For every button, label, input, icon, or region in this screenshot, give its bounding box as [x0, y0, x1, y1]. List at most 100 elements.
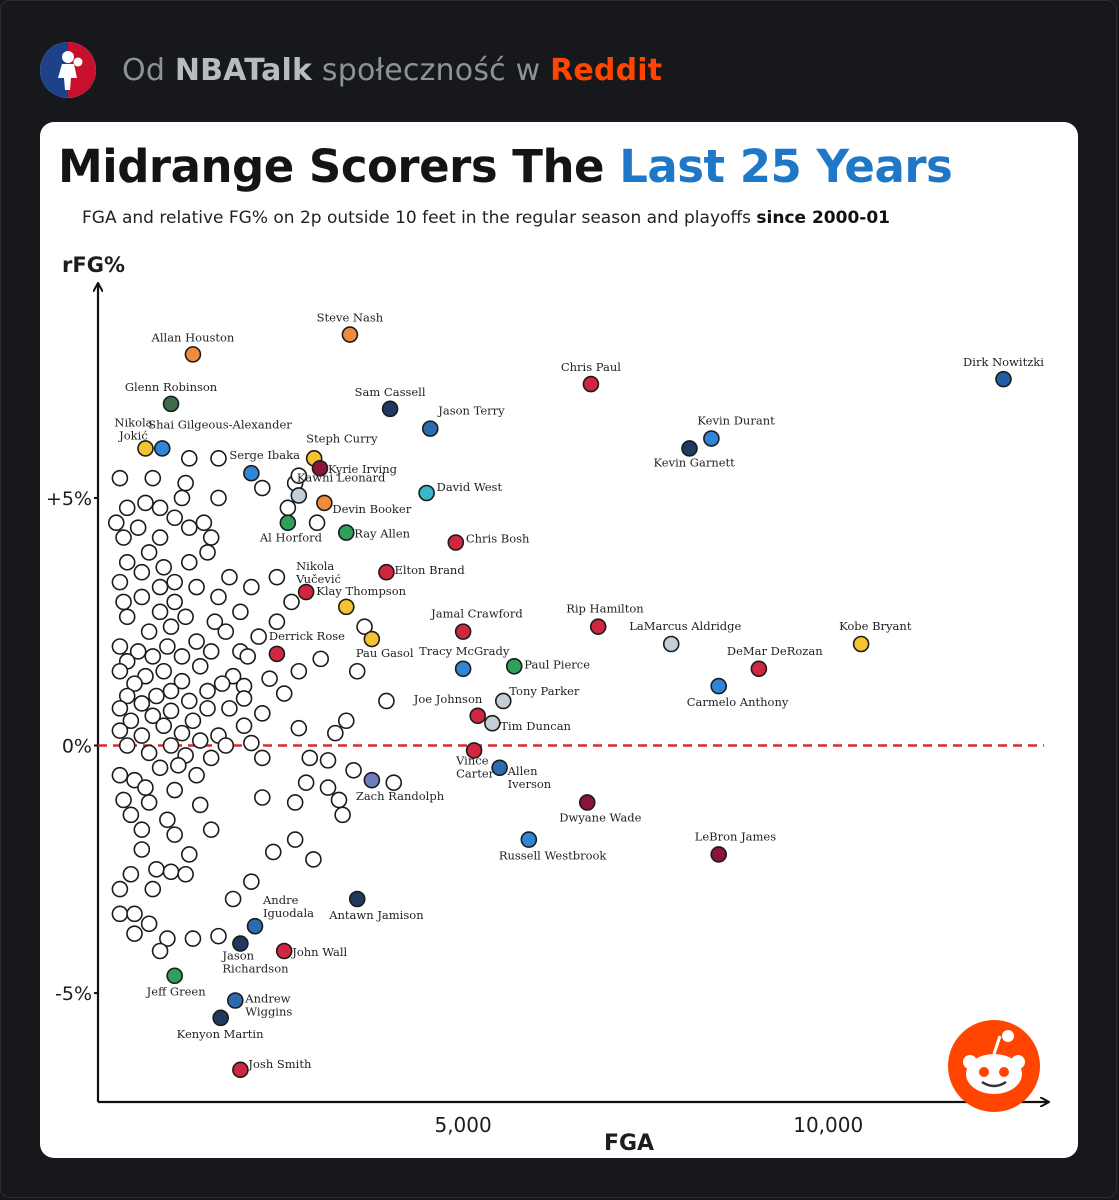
player-point: [484, 714, 501, 732]
player-label: Devin Booker: [332, 502, 411, 516]
data-point: [129, 519, 147, 536]
player-label: LaMarcus Aldridge: [629, 619, 741, 633]
data-point: [275, 685, 293, 702]
player-label: Tim Duncan: [500, 719, 571, 733]
player-label: Sam Cassell: [355, 385, 426, 399]
data-point: [151, 499, 169, 517]
data-point: [217, 737, 235, 754]
data-point: [191, 796, 209, 814]
data-point: [126, 675, 143, 692]
data-point: [133, 588, 151, 606]
community-link[interactable]: NBATalk: [174, 52, 313, 88]
data-point: [184, 712, 202, 730]
data-point: [122, 865, 140, 883]
data-point: [126, 905, 143, 923]
data-point: [133, 727, 151, 744]
data-point: [337, 712, 355, 730]
data-point: [126, 925, 143, 942]
data-point: [133, 695, 151, 712]
player-label: Kyrie Irving: [328, 462, 398, 476]
data-point: [133, 821, 151, 838]
data-point: [191, 732, 209, 749]
data-point: [151, 942, 169, 960]
player-point: [710, 846, 727, 863]
data-point: [348, 662, 366, 680]
data-point: [268, 568, 286, 586]
data-point: [140, 744, 158, 762]
data-point: [144, 469, 162, 487]
data-point: [159, 811, 176, 829]
player-label: Dirk Nowitzki: [963, 355, 1044, 369]
data-point: [151, 603, 169, 621]
player-label: LeBron James: [695, 829, 777, 843]
y-axis-label: rFG%: [62, 253, 125, 277]
player-label: Steph Curry: [306, 431, 378, 445]
data-point: [144, 880, 162, 898]
data-point: [356, 618, 373, 635]
player-label: Jamal Crawford: [430, 607, 523, 621]
player-point: [243, 464, 260, 482]
player-point: [505, 657, 523, 675]
player-point: [582, 375, 600, 393]
y-tick-label: +5%: [46, 488, 92, 510]
data-point: [254, 789, 271, 806]
data-point: [173, 489, 191, 507]
player-label: Antawn Jamison: [328, 908, 424, 922]
player-point: [162, 395, 180, 413]
player-label: Shai Gilgeous-Alexander: [148, 417, 292, 431]
data-point: [345, 761, 362, 779]
data-point: [118, 737, 136, 754]
data-point: [261, 670, 278, 687]
data-point: [191, 657, 209, 675]
data-point: [213, 675, 231, 692]
data-point: [378, 692, 395, 710]
data-point: [279, 499, 297, 517]
player-label: Allan Houston: [151, 330, 235, 344]
data-point: [254, 479, 271, 497]
platform-link[interactable]: Reddit: [550, 52, 663, 88]
data-point: [290, 662, 308, 680]
player-label: Chris Paul: [561, 360, 621, 374]
data-point: [162, 702, 180, 720]
community-avatar[interactable]: [40, 42, 96, 98]
data-point: [144, 648, 162, 665]
nba-logo-icon: [40, 42, 96, 98]
player-point: [578, 794, 596, 811]
player-point: [268, 645, 286, 663]
post-header: Od NBATalk społeczność w Reddit: [40, 42, 662, 98]
data-point: [290, 467, 308, 484]
y-tick-label: -5%: [55, 983, 92, 1005]
data-point: [148, 687, 165, 705]
player-point: [589, 618, 607, 635]
player-point: [494, 692, 512, 710]
player-point: [520, 831, 538, 848]
player-point: [232, 1061, 249, 1079]
player-label: Joe Johnson: [413, 692, 483, 706]
player-label: Glenn Robinson: [125, 380, 218, 394]
data-point: [217, 623, 235, 640]
axes: +5% 0% -5% 5,000 10,000 FGA rFG%: [46, 253, 1048, 1156]
data-point: [133, 841, 151, 858]
data-point: [286, 794, 304, 811]
player-label: Ray Allen: [354, 527, 410, 541]
data-point: [140, 623, 158, 640]
data-point: [144, 707, 162, 725]
player-point: [378, 563, 395, 581]
player-label: Dwyane Wade: [559, 810, 641, 824]
data-point: [195, 514, 213, 532]
data-point: [250, 628, 267, 645]
data-point: [268, 613, 286, 631]
player-label: Chris Bosh: [466, 532, 530, 546]
player-label: Paul Pierce: [524, 657, 590, 671]
player-label: Nikola Vučević: [295, 559, 341, 586]
data-point: [264, 843, 282, 861]
post-attribution: Od NBATalk społeczność w Reddit: [122, 53, 662, 88]
data-point: [184, 930, 202, 947]
player-point: [212, 1009, 229, 1027]
data-point: [210, 927, 227, 945]
chart-title-part1: Midrange Scorers The: [58, 140, 620, 193]
data-point: [188, 578, 205, 596]
player-point: [337, 524, 355, 541]
player-label: Kawhi Leonard: [297, 470, 386, 484]
data-point: [334, 806, 351, 824]
